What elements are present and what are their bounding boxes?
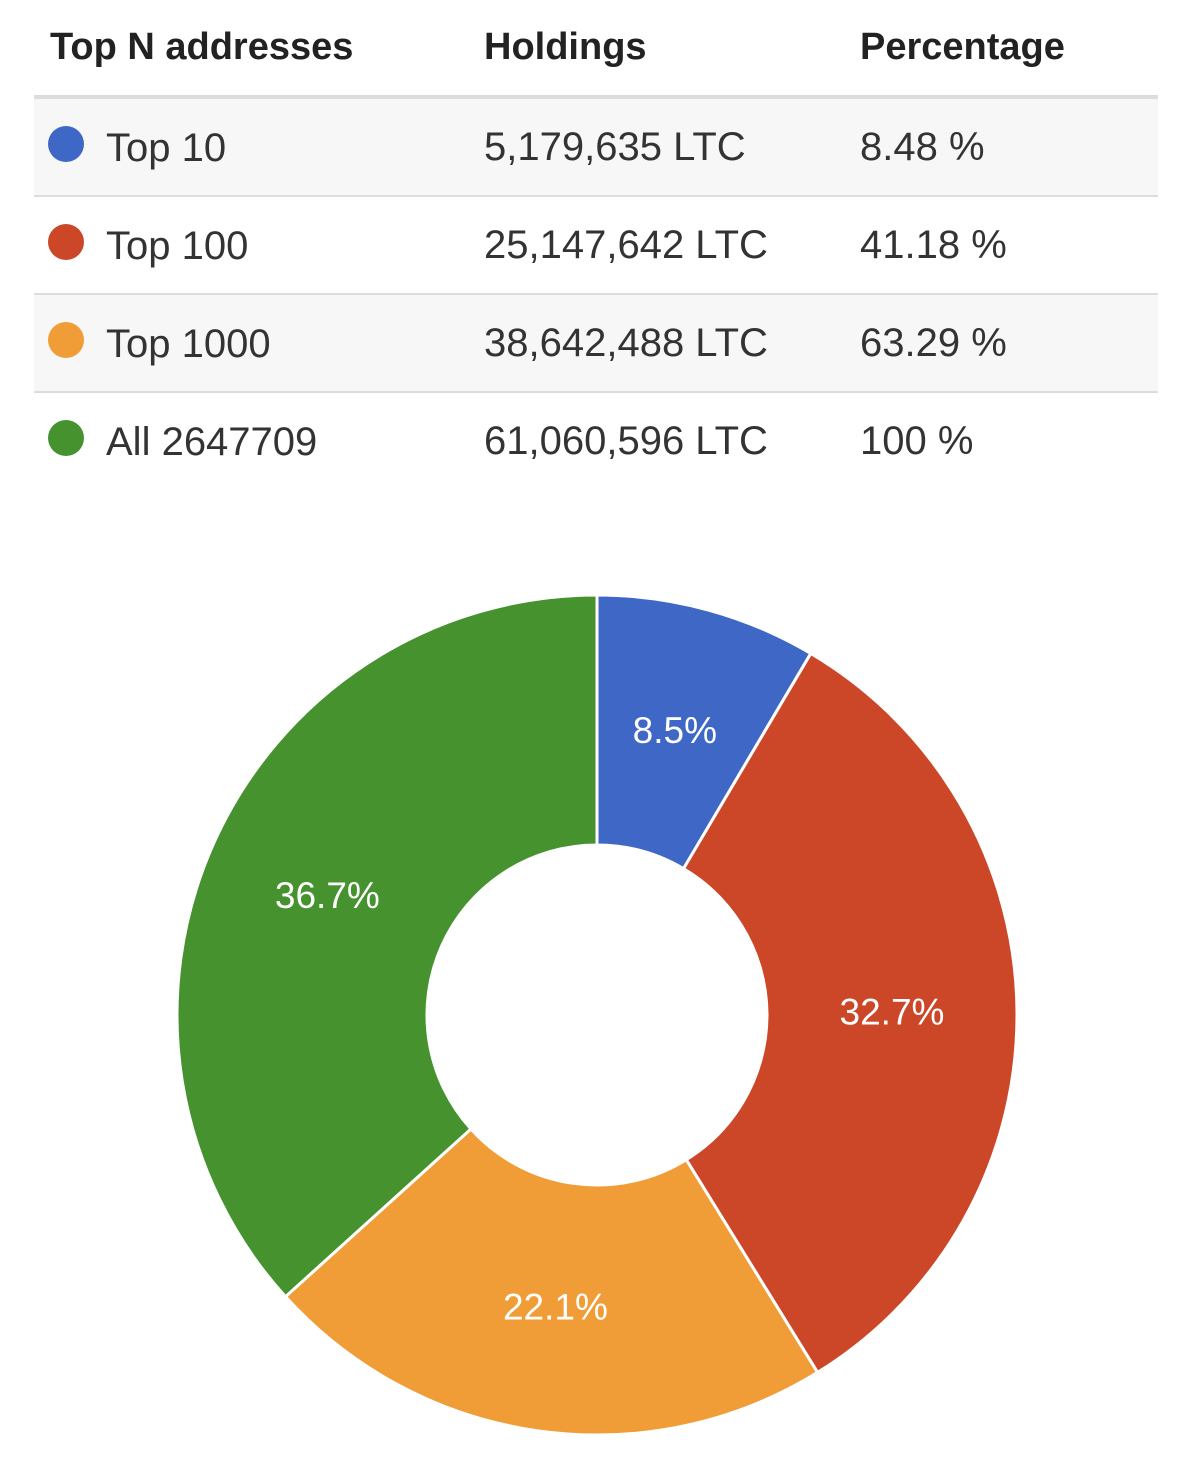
holdings-table: Top N addresses Holdings Percentage Top …	[34, 0, 1158, 489]
table-row: Top 100 25,147,642 LTC 41.18 %	[34, 196, 1158, 294]
donut-chart: 8.5% 32.7% 22.1% 36.7%	[175, 593, 1019, 1437]
slice-label-3: 36.7%	[275, 875, 380, 916]
row-label: Top 10	[106, 125, 227, 170]
row-percentage: 63.29 %	[860, 294, 1158, 392]
header-percentage: Percentage	[860, 0, 1158, 99]
row-label: All 2647709	[106, 419, 318, 464]
table-row: Top 10 5,179,635 LTC 8.48 %	[34, 97, 1158, 196]
donut-slice-0	[595, 593, 813, 871]
blue-dot-icon	[48, 125, 84, 162]
row-holdings: 38,642,488 LTC	[484, 294, 860, 392]
donut-slice-1	[681, 651, 1019, 1375]
row-percentage: 8.48 %	[860, 97, 1158, 196]
row-percentage: 100 %	[860, 418, 974, 463]
slice-label-0: 8.5%	[633, 710, 717, 751]
row-label-cell: Top 100	[34, 196, 484, 294]
orange-dot-icon	[48, 321, 84, 358]
row-label-cell: Top 10	[34, 97, 484, 196]
row-holdings: 61,060,596 LTC	[484, 418, 768, 463]
red-dot-icon	[48, 223, 84, 260]
row-holdings: 25,147,642 LTC	[484, 222, 768, 267]
header-top-n: Top N addresses	[34, 0, 484, 99]
row-label: Top 100	[106, 223, 249, 268]
table-row: All 2647709 61,060,596 LTC 100 %	[34, 392, 1158, 489]
table-header-row: Top N addresses Holdings Percentage	[34, 0, 1158, 99]
row-label-cell: Top 1000	[34, 294, 484, 392]
table-row: Top 1000 38,642,488 LTC 63.29 %	[34, 294, 1158, 392]
row-percentage: 41.18 %	[860, 222, 1007, 267]
green-dot-icon	[48, 419, 84, 456]
donut-slice-3	[175, 593, 599, 1299]
row-label: Top 1000	[106, 321, 271, 366]
slice-label-1: 32.7%	[840, 992, 945, 1033]
row-holdings: 5,179,635 LTC	[484, 97, 860, 196]
slice-label-2: 22.1%	[503, 1287, 608, 1328]
donut-slice-2	[283, 1126, 820, 1437]
header-holdings: Holdings	[484, 0, 860, 99]
row-label-cell: All 2647709	[34, 392, 484, 489]
